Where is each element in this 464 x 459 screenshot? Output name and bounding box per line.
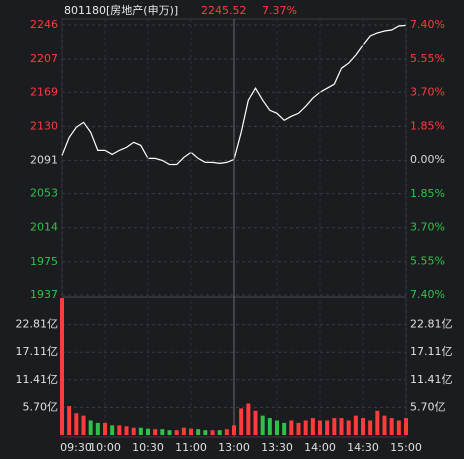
y-tick-label: 2169 — [30, 85, 58, 98]
y2-tick-label: 17.11亿 — [410, 345, 453, 358]
x-tick-label: 14:30 — [347, 441, 379, 454]
volume-bar — [375, 410, 380, 435]
volume-bar — [217, 430, 222, 435]
y-tick-label: 2053 — [30, 187, 58, 200]
volume-bar — [117, 425, 122, 435]
volume-bar — [146, 428, 150, 435]
x-tick-label: 10:00 — [89, 441, 121, 454]
volume-bar — [325, 420, 330, 435]
volume-bar — [131, 427, 136, 435]
y2-tick-label: 7.40% — [410, 288, 445, 301]
volume-bar — [239, 408, 244, 435]
y2-tick-label: 5.55% — [410, 254, 445, 267]
y2-tick-label: 3.70% — [410, 221, 445, 234]
volume-bar — [310, 418, 315, 435]
volume-bar — [60, 298, 64, 435]
volume-bar — [196, 429, 201, 435]
volume-bar — [253, 410, 258, 435]
volume-bar — [275, 420, 279, 435]
y-tick-label: 22.81亿 — [16, 318, 59, 331]
volume-bar — [160, 429, 165, 435]
volume-bar — [203, 430, 208, 435]
y2-tick-label: 22.81亿 — [410, 318, 453, 331]
y2-tick-label: 0.00% — [410, 153, 445, 166]
volume-bar — [153, 429, 158, 435]
volume-bar — [232, 425, 236, 435]
x-tick-label: 14:00 — [304, 441, 336, 454]
volume-bar — [88, 420, 93, 435]
volume-bar — [81, 415, 86, 435]
volume-bar — [260, 415, 265, 435]
y2-tick-label: 5.70亿 — [410, 400, 446, 413]
volume-bar — [181, 427, 186, 435]
y2-tick-label: 7.40% — [410, 18, 445, 31]
y-tick-label: 11.41亿 — [16, 373, 59, 386]
x-tick-label: 11:00 — [175, 441, 207, 454]
x-tick-label: 13:00 — [218, 441, 250, 454]
volume-bar — [303, 420, 308, 435]
volume-bar — [361, 418, 365, 435]
volume-bar — [189, 428, 193, 435]
volume-bar — [353, 415, 358, 435]
volume-bar — [167, 430, 172, 435]
volume-bar — [332, 418, 337, 435]
volume-bar — [346, 420, 351, 435]
x-tick-label: 15:00 — [390, 441, 422, 454]
change-percent: 7.37% — [262, 4, 297, 17]
volume-bar — [138, 427, 143, 435]
y-tick-label: 1937 — [30, 288, 58, 301]
volume-bar — [382, 415, 387, 435]
chart-title: 801180[房地产(申万)] — [64, 3, 178, 17]
y2-tick-label: 1.85% — [410, 119, 445, 132]
y2-tick-label: 3.70% — [410, 86, 445, 99]
x-tick-label: 10:30 — [132, 441, 164, 454]
volume-bar — [267, 418, 272, 435]
y2-tick-label: 11.41亿 — [410, 373, 453, 386]
volume-bar — [389, 418, 394, 435]
y-tick-label: 2014 — [30, 221, 58, 234]
volume-bar — [368, 420, 373, 435]
volume-bar — [95, 422, 100, 435]
volume-bar — [110, 425, 115, 435]
y2-tick-label: 1.85% — [410, 187, 445, 200]
volume-bar — [74, 413, 79, 435]
volume-bar — [246, 403, 251, 435]
y2-tick-label: 5.55% — [410, 52, 445, 65]
volume-bar — [224, 429, 229, 435]
volume-bar — [296, 422, 301, 435]
x-tick-label: 13:30 — [261, 441, 293, 454]
y-tick-label: 2207 — [30, 52, 58, 65]
last-price: 2245.52 — [201, 4, 247, 17]
volume-bar — [339, 418, 344, 435]
volume-bar — [404, 418, 408, 435]
volume-bar — [318, 420, 322, 435]
volume-bar — [124, 426, 129, 435]
y-tick-label: 2130 — [30, 119, 58, 132]
volume-bar — [289, 420, 294, 435]
volume-bar — [396, 420, 401, 435]
y-tick-label: 2091 — [30, 153, 58, 166]
volume-bar — [103, 422, 107, 435]
y-tick-label: 1975 — [30, 255, 58, 268]
y-tick-label: 5.70亿 — [23, 400, 59, 413]
y-tick-label: 2246 — [30, 18, 58, 31]
volume-bar — [282, 422, 287, 435]
x-tick-label: 09:30 — [60, 441, 92, 454]
volume-bar — [210, 430, 215, 435]
volume-bar — [67, 405, 72, 435]
volume-bar — [174, 430, 179, 435]
y-tick-label: 17.11亿 — [16, 345, 59, 358]
